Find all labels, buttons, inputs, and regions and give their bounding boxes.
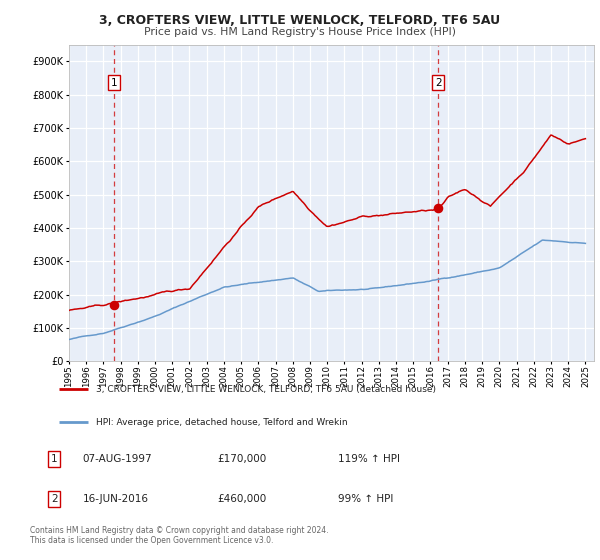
Text: Contains HM Land Registry data © Crown copyright and database right 2024.: Contains HM Land Registry data © Crown c… — [30, 526, 329, 535]
Point — [109, 300, 119, 309]
Text: 119% ↑ HPI: 119% ↑ HPI — [338, 454, 400, 464]
Text: 16-JUN-2016: 16-JUN-2016 — [82, 494, 148, 504]
Text: 2: 2 — [435, 78, 442, 88]
Text: 3, CROFTERS VIEW, LITTLE WENLOCK, TELFORD, TF6 5AU (detached house): 3, CROFTERS VIEW, LITTLE WENLOCK, TELFOR… — [95, 385, 436, 394]
Text: This data is licensed under the Open Government Licence v3.0.: This data is licensed under the Open Gov… — [30, 536, 274, 545]
Text: 07-AUG-1997: 07-AUG-1997 — [82, 454, 152, 464]
Point — [433, 203, 443, 212]
Text: 1: 1 — [110, 78, 117, 88]
Text: 99% ↑ HPI: 99% ↑ HPI — [338, 494, 394, 504]
Text: 3, CROFTERS VIEW, LITTLE WENLOCK, TELFORD, TF6 5AU: 3, CROFTERS VIEW, LITTLE WENLOCK, TELFOR… — [100, 14, 500, 27]
Text: 1: 1 — [51, 454, 58, 464]
Text: HPI: Average price, detached house, Telford and Wrekin: HPI: Average price, detached house, Telf… — [95, 418, 347, 427]
Text: £460,000: £460,000 — [217, 494, 266, 504]
Text: 2: 2 — [51, 494, 58, 504]
Text: Price paid vs. HM Land Registry's House Price Index (HPI): Price paid vs. HM Land Registry's House … — [144, 27, 456, 37]
Text: £170,000: £170,000 — [217, 454, 266, 464]
